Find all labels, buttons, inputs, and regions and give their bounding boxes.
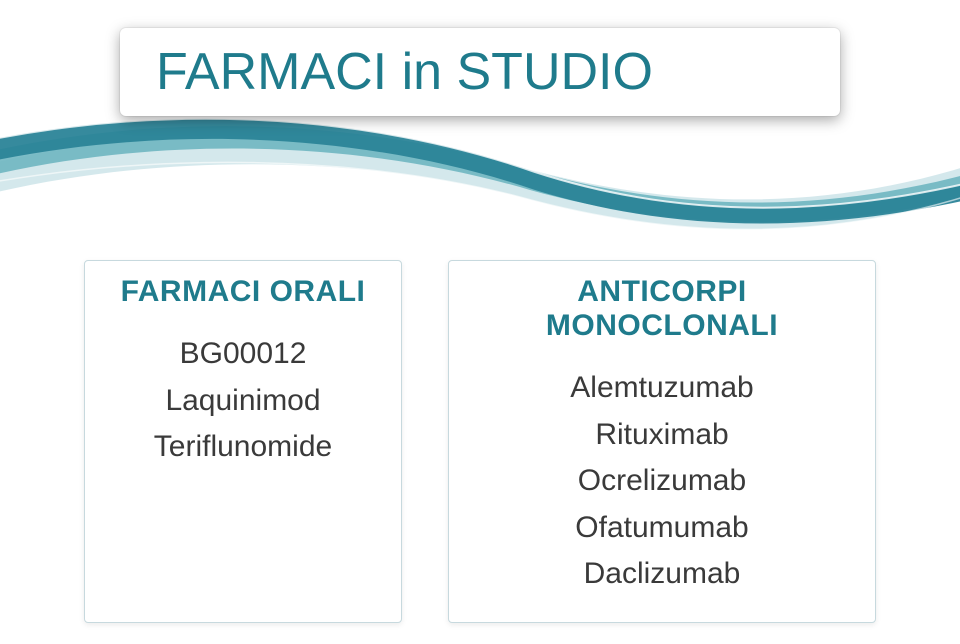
list-item: Daclizumab	[477, 551, 847, 598]
slide-title: FARMACI in STUDIO	[156, 42, 653, 102]
left-box-header: FARMACI ORALI	[113, 275, 373, 309]
title-band: FARMACI in STUDIO	[120, 28, 840, 116]
left-box: FARMACI ORALI BG00012 Laquinimod Teriflu…	[84, 260, 402, 623]
right-box: ANTICORPI MONOCLONALI Alemtuzumab Rituxi…	[448, 260, 876, 623]
list-item: Teriflunomide	[113, 424, 373, 471]
right-box-header: ANTICORPI MONOCLONALI	[477, 275, 847, 343]
list-item: BG00012	[113, 331, 373, 378]
list-item: Ocrelizumab	[477, 458, 847, 505]
list-item: Laquinimod	[113, 378, 373, 425]
list-item: Alemtuzumab	[477, 365, 847, 412]
list-item: Rituximab	[477, 412, 847, 459]
content-columns: FARMACI ORALI BG00012 Laquinimod Teriflu…	[0, 260, 960, 623]
list-item: Ofatumumab	[477, 505, 847, 552]
